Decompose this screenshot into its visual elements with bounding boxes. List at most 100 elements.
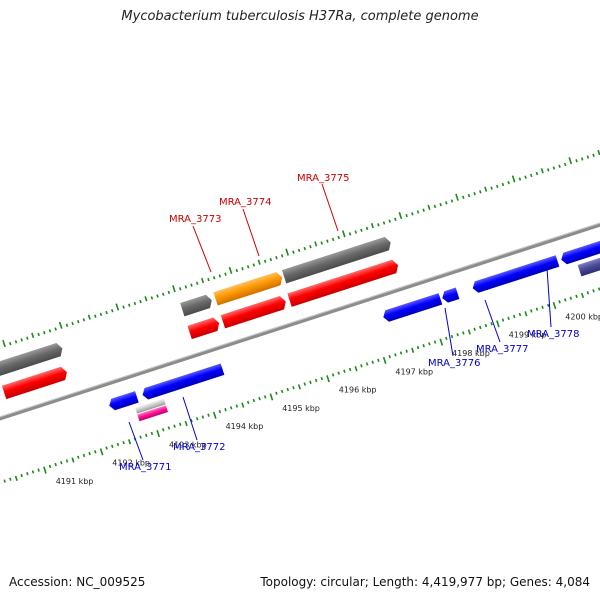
tick-mark bbox=[43, 330, 46, 335]
gene-forward-red[interactable] bbox=[220, 295, 288, 329]
tick-mark bbox=[320, 376, 323, 381]
gene-mra-3772[interactable] bbox=[141, 363, 225, 400]
tick-mark bbox=[195, 281, 199, 285]
tick-mark bbox=[314, 378, 318, 383]
tick-mark bbox=[586, 290, 590, 295]
gene-label-mra-3775: MRA_3775 bbox=[297, 173, 349, 184]
gene-mra-3776[interactable] bbox=[381, 293, 443, 323]
tick-label: 4197 kbp bbox=[395, 367, 433, 376]
gene-reverse-pink[interactable] bbox=[137, 405, 169, 422]
tick-mark bbox=[257, 259, 261, 265]
tick-mark bbox=[224, 408, 227, 412]
tick-mark bbox=[190, 283, 193, 287]
tick-mark bbox=[99, 312, 103, 317]
gene-mra-3773[interactable] bbox=[180, 293, 214, 317]
tick-mark bbox=[382, 356, 387, 364]
tick-mark bbox=[343, 369, 346, 373]
tick-mark bbox=[456, 333, 459, 337]
tick-label: 4192 kbp bbox=[112, 459, 150, 468]
tick-mark bbox=[513, 314, 516, 319]
tick-mark bbox=[14, 340, 18, 344]
tick-mark bbox=[586, 155, 590, 159]
tick-mark bbox=[252, 263, 256, 267]
tick-mark bbox=[388, 354, 391, 359]
tick-mark bbox=[162, 428, 165, 432]
tick-mark bbox=[258, 397, 261, 401]
tick-mark bbox=[568, 157, 573, 165]
tick-mark bbox=[156, 294, 159, 298]
tick-mark bbox=[128, 439, 132, 445]
gene-reverse-navy[interactable] bbox=[577, 244, 600, 277]
tick-mark bbox=[2, 339, 6, 348]
gene-mra-3775[interactable] bbox=[281, 236, 393, 284]
tick-mark bbox=[388, 219, 391, 223]
tick-label: 4199 kbp bbox=[509, 331, 547, 340]
tick-mark bbox=[467, 329, 471, 335]
tick-mark bbox=[309, 245, 312, 249]
tick-mark bbox=[530, 173, 533, 178]
tick-mark bbox=[309, 380, 312, 384]
tick-mark bbox=[558, 300, 561, 304]
gene-label-mra-3771: MRA_3771 bbox=[119, 462, 171, 473]
tick-mark bbox=[172, 285, 176, 293]
gene-forward-gray[interactable] bbox=[0, 342, 65, 377]
tick-mark bbox=[370, 223, 374, 229]
tick-mark bbox=[111, 444, 114, 448]
tick-mark bbox=[524, 175, 527, 179]
tick-mark bbox=[218, 274, 222, 278]
tick-mark bbox=[501, 182, 505, 187]
tick-mark bbox=[235, 268, 239, 273]
tick-mark bbox=[331, 237, 335, 242]
tick-mark bbox=[394, 353, 397, 357]
tick-mark bbox=[490, 322, 493, 326]
tick-mark bbox=[292, 386, 295, 390]
tick-mark bbox=[218, 409, 222, 414]
tick-mark bbox=[235, 404, 239, 408]
tick-mark bbox=[82, 453, 86, 458]
tick-mark bbox=[269, 393, 274, 401]
tick-mark bbox=[65, 459, 69, 463]
tick-mark bbox=[399, 351, 403, 355]
gene-forward-red[interactable] bbox=[187, 316, 221, 340]
gene-mra-3771[interactable] bbox=[107, 391, 139, 411]
gene-mra-3778[interactable] bbox=[471, 255, 560, 294]
tick-mark bbox=[314, 241, 318, 247]
tick-mark bbox=[422, 344, 425, 348]
tick-mark bbox=[285, 248, 290, 256]
tick-mark bbox=[354, 230, 357, 234]
tick-mark bbox=[161, 292, 165, 296]
gene-mra-3774[interactable] bbox=[213, 271, 284, 306]
tick-mark bbox=[303, 246, 306, 251]
gene-reverse-silver[interactable] bbox=[135, 398, 166, 414]
gene-forward-red[interactable] bbox=[287, 259, 400, 307]
tick-mark bbox=[37, 468, 40, 472]
tick-mark bbox=[228, 266, 233, 274]
tick-mark bbox=[337, 235, 340, 240]
tick-mark bbox=[20, 473, 23, 478]
tick-mark bbox=[445, 336, 448, 341]
tick-mark bbox=[416, 210, 420, 214]
tick-mark bbox=[575, 159, 578, 163]
tick-mark bbox=[341, 230, 346, 238]
gene-mra-3777[interactable] bbox=[440, 287, 460, 304]
gene-forward-red[interactable] bbox=[1, 365, 69, 400]
tick-mark bbox=[246, 265, 250, 269]
tick-mark bbox=[20, 338, 23, 342]
tick-mark bbox=[326, 375, 330, 383]
tick-mark bbox=[145, 433, 148, 437]
gene-forward-red[interactable] bbox=[0, 387, 2, 418]
tick-label: 4196 kbp bbox=[339, 386, 377, 395]
tick-mark bbox=[337, 371, 340, 375]
tick-mark bbox=[275, 391, 278, 395]
tick-mark bbox=[365, 362, 369, 366]
tick-mark bbox=[184, 285, 188, 289]
tick-label: 4195 kbp bbox=[282, 404, 320, 413]
tick-label: 4193 kbp bbox=[169, 440, 207, 449]
tick-mark bbox=[507, 316, 510, 320]
tick-mark bbox=[263, 395, 267, 399]
tick-mark bbox=[48, 329, 52, 333]
tick-mark bbox=[241, 402, 245, 408]
tick-mark bbox=[115, 303, 120, 311]
tick-mark bbox=[87, 314, 91, 320]
tick-mark bbox=[496, 184, 499, 189]
